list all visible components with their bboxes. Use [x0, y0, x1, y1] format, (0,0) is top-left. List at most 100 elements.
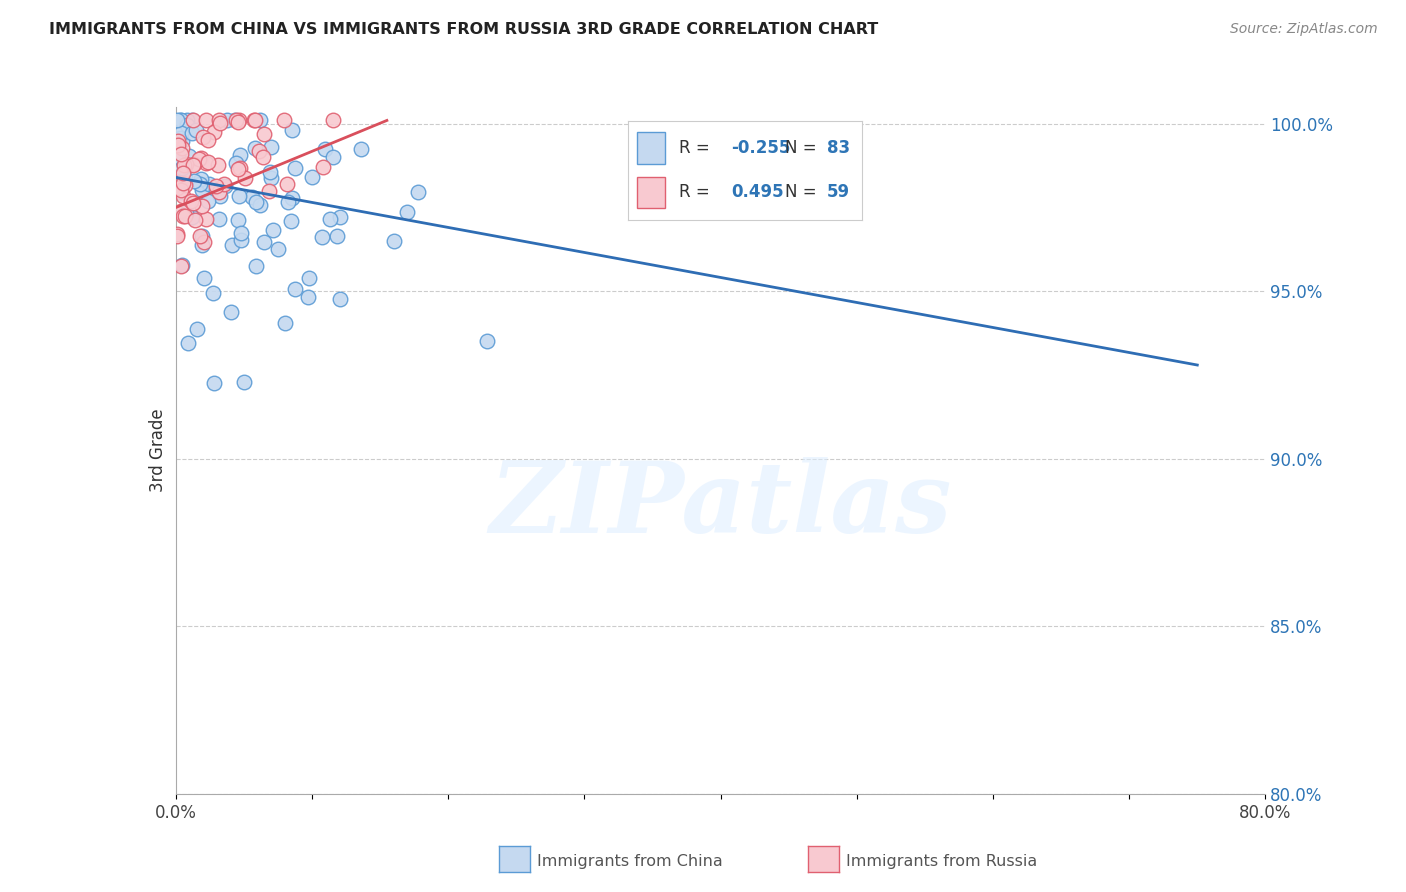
Point: [208, 188, 231, 202]
Point: [172, 209, 194, 223]
Point: [202, 376, 225, 391]
Point: [167, 153, 190, 168]
Point: [181, 210, 204, 224]
Point: [235, 171, 257, 186]
Point: [193, 129, 215, 144]
Point: [172, 189, 194, 203]
Point: [181, 113, 204, 128]
Point: [190, 151, 212, 165]
Point: [253, 127, 276, 141]
Point: [249, 113, 271, 128]
Point: [169, 113, 191, 128]
Point: [181, 157, 204, 171]
Text: IMMIGRANTS FROM CHINA VS IMMIGRANTS FROM RUSSIA 3RD GRADE CORRELATION CHART: IMMIGRANTS FROM CHINA VS IMMIGRANTS FROM…: [49, 22, 879, 37]
Point: [232, 375, 254, 389]
Point: [395, 205, 418, 219]
Point: [191, 183, 214, 197]
Point: [166, 138, 188, 153]
Text: Immigrants from China: Immigrants from China: [537, 855, 723, 869]
Point: [176, 113, 198, 128]
Point: [173, 157, 195, 171]
Point: [170, 259, 193, 273]
Point: [257, 184, 280, 198]
Point: [191, 199, 214, 213]
Point: [166, 227, 188, 241]
Point: [329, 210, 352, 224]
Point: [195, 212, 218, 227]
Point: [382, 234, 405, 248]
Point: [297, 290, 319, 304]
Point: [193, 271, 215, 285]
Y-axis label: 3rd Grade: 3rd Grade: [149, 409, 167, 492]
Point: [205, 179, 228, 194]
Point: [201, 286, 224, 301]
Point: [183, 157, 205, 171]
Point: [259, 171, 281, 186]
Point: [224, 113, 246, 128]
Point: [225, 113, 247, 128]
Point: [281, 123, 304, 137]
Point: [195, 113, 218, 128]
Point: [172, 177, 194, 191]
Point: [181, 195, 204, 210]
Point: [167, 137, 190, 152]
Point: [247, 144, 270, 158]
Point: [212, 177, 235, 191]
Point: [169, 131, 191, 145]
Point: [191, 228, 214, 243]
Point: [170, 146, 193, 161]
Point: [229, 233, 252, 247]
Point: [262, 223, 284, 237]
Point: [277, 194, 299, 209]
Point: [170, 126, 193, 140]
Point: [350, 142, 373, 156]
Point: [267, 242, 290, 256]
Point: [186, 322, 208, 336]
Point: [166, 228, 188, 243]
Point: [166, 113, 188, 128]
Point: [408, 185, 430, 199]
Point: [311, 230, 333, 244]
Point: [190, 172, 212, 186]
Point: [169, 165, 191, 179]
Point: [188, 152, 211, 166]
Point: [312, 160, 335, 174]
Point: [177, 148, 200, 162]
Point: [174, 206, 197, 220]
Point: [314, 142, 336, 156]
Point: [228, 113, 250, 128]
Point: [170, 183, 193, 197]
Point: [176, 118, 198, 132]
Point: [273, 113, 295, 128]
Point: [190, 228, 212, 243]
Point: [208, 113, 231, 128]
Point: [180, 113, 202, 128]
Point: [229, 161, 252, 175]
Point: [322, 150, 344, 164]
Text: Immigrants from Russia: Immigrants from Russia: [846, 855, 1038, 869]
Point: [184, 213, 207, 227]
Point: [229, 226, 252, 240]
Point: [245, 195, 267, 210]
Point: [208, 212, 231, 227]
Point: [221, 237, 243, 252]
Point: [184, 122, 207, 136]
Point: [172, 161, 194, 175]
Point: [276, 178, 298, 192]
Point: [174, 170, 197, 185]
Point: [170, 185, 193, 199]
Point: [280, 191, 302, 205]
Point: [172, 141, 194, 155]
Text: ZIPatlas: ZIPatlas: [489, 458, 952, 554]
Point: [284, 282, 307, 296]
Point: [173, 178, 195, 192]
Point: [170, 113, 193, 128]
Point: [243, 113, 266, 128]
Point: [172, 134, 194, 148]
Point: [177, 336, 200, 351]
Point: [245, 259, 267, 273]
Point: [197, 194, 219, 208]
Point: [172, 259, 194, 273]
Point: [167, 150, 190, 164]
Point: [298, 271, 321, 285]
